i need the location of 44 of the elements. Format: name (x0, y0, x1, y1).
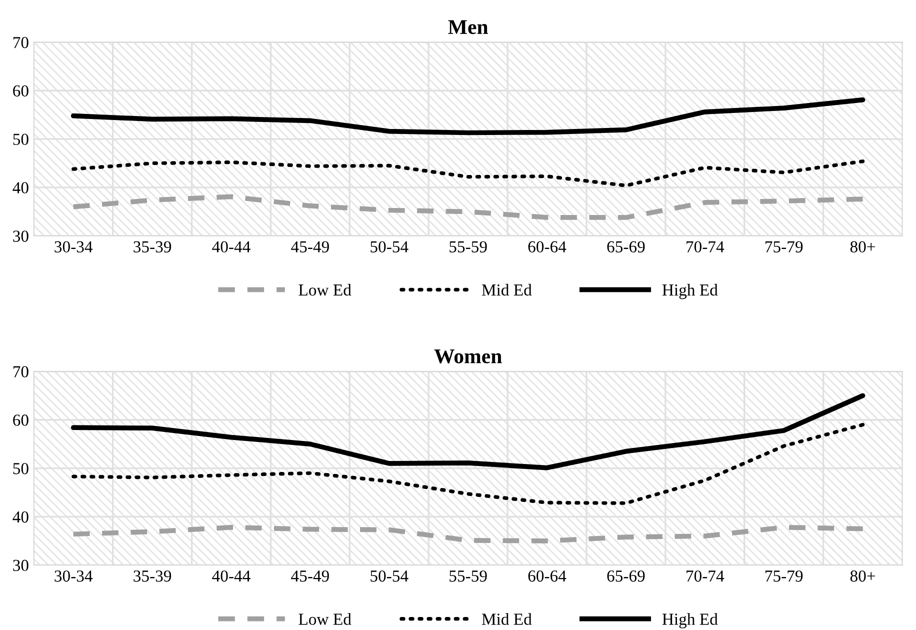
line-series (70, 97, 866, 136)
legend-label: Low Ed (298, 284, 352, 296)
x-tick-label: 70-74 (686, 570, 724, 582)
x-tick-label: 75-79 (766, 570, 803, 582)
line-series (72, 160, 865, 188)
x-tick-label: 60-64 (528, 241, 566, 252)
x-tick-label: 45-49 (291, 241, 329, 252)
x-tick-label: 35-39 (134, 570, 172, 582)
x-tick-label: 80+ (850, 570, 876, 582)
y-tick-label: 70 (13, 36, 28, 48)
y-tick-label: 40 (12, 511, 28, 523)
x-tick-label: 65-69 (607, 570, 645, 582)
legend-label: High Ed (662, 613, 718, 628)
legend-label: Mid Ed (482, 284, 532, 296)
y-tick-label: 60 (13, 414, 28, 426)
x-tick-label: 80+ (850, 241, 876, 252)
x-tick-label: 50-54 (370, 570, 408, 582)
x-tick-label: 55-59 (450, 570, 487, 582)
line-series (70, 393, 866, 470)
x-tick-label: 75-79 (766, 241, 803, 252)
x-tick-label: 55-59 (450, 241, 487, 252)
y-tick-label: 70 (13, 366, 28, 378)
legend-label: High Ed (662, 284, 718, 300)
chart-title: Women (434, 349, 502, 364)
x-tick-label: 40-44 (212, 570, 250, 582)
chart-title: Men (448, 20, 488, 34)
line-series (72, 422, 865, 505)
x-tick-label: 30-34 (54, 241, 93, 252)
x-tick-label: 30-34 (54, 570, 93, 582)
y-tick-label: 60 (13, 85, 28, 97)
x-tick-label: 60-64 (528, 570, 566, 582)
x-tick-label: 40-44 (212, 241, 250, 252)
legend-label: Low Ed (298, 613, 352, 625)
legend-label: Mid Ed (482, 613, 532, 625)
y-tick-label: 50 (13, 462, 28, 474)
x-tick-label: 65-69 (607, 241, 645, 252)
y-tick-label: 30 (13, 560, 28, 572)
y-tick-label: 30 (13, 230, 28, 242)
y-tick-label: 50 (13, 134, 28, 145)
x-tick-label: 50-54 (370, 241, 408, 252)
x-tick-label: 35-39 (134, 241, 172, 252)
x-tick-label: 45-49 (291, 570, 329, 582)
x-tick-label: 70-74 (686, 241, 724, 252)
y-tick-label: 40 (12, 182, 28, 194)
